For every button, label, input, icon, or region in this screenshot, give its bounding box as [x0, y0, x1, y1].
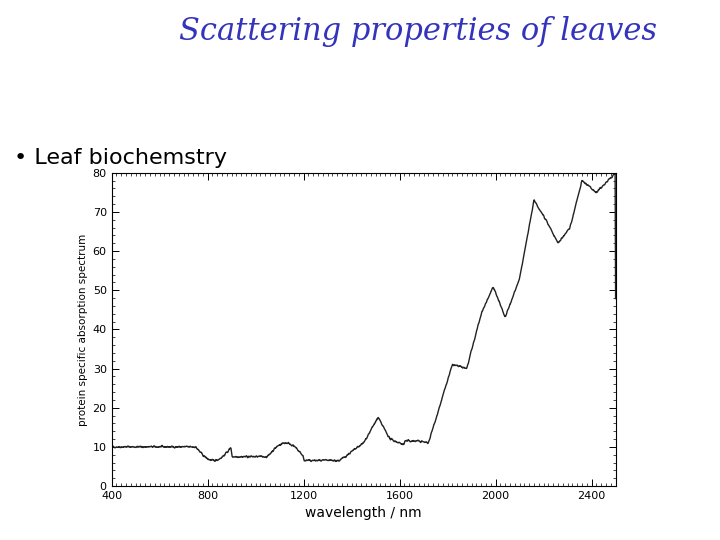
Text: Scattering properties of leaves: Scattering properties of leaves: [179, 16, 657, 47]
X-axis label: wavelength / nm: wavelength / nm: [305, 507, 422, 521]
Text: • Leaf biochemstry: • Leaf biochemstry: [14, 148, 228, 168]
Y-axis label: protein specific absorption spectrum: protein specific absorption spectrum: [78, 233, 89, 426]
